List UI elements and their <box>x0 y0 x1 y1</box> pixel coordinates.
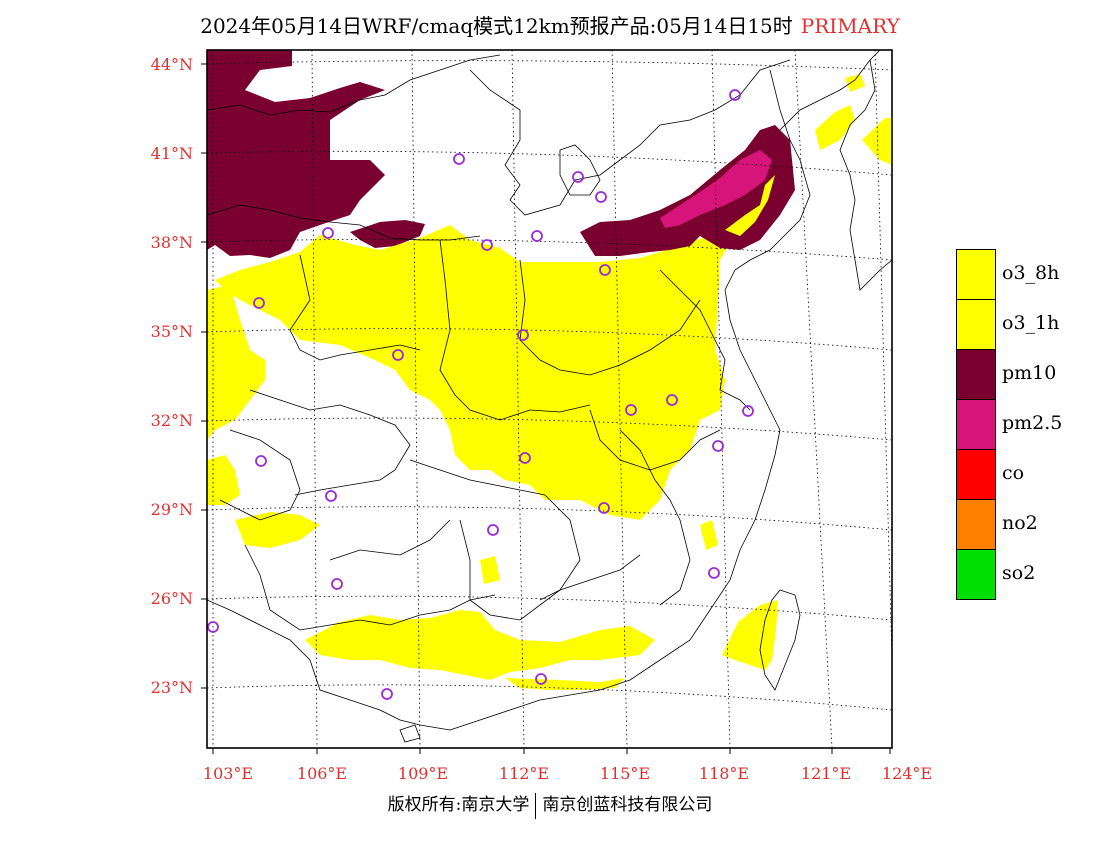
o3-region-sichuan <box>207 455 240 505</box>
pm25-region-bohai <box>660 150 772 228</box>
station-marker <box>742 405 754 417</box>
legend-swatch <box>956 549 996 600</box>
o3-region-liaodong <box>845 74 865 92</box>
o3-region-central <box>215 225 740 520</box>
station-marker <box>598 502 610 514</box>
lat-label-44: 44°N <box>150 55 193 74</box>
station-markers <box>207 89 754 700</box>
station-marker <box>572 171 584 183</box>
o3-region-taiwan <box>722 600 778 670</box>
station-marker <box>481 239 493 251</box>
lon-label-112: 112°E <box>498 764 550 783</box>
pm10-region-bohai <box>580 125 795 256</box>
legend-label: pm10 <box>1002 362 1057 384</box>
lat-label-38: 38°N <box>150 233 193 252</box>
station-marker <box>535 673 547 685</box>
station-marker <box>207 621 219 633</box>
station-marker <box>519 452 531 464</box>
legend-swatch <box>956 249 996 300</box>
station-marker <box>453 153 465 165</box>
lat-label-41: 41°N <box>150 144 193 163</box>
axis-ticks <box>201 63 891 754</box>
o3-region-northeast <box>815 105 855 150</box>
map-title: 2024年05月14日WRF/cmaq模式12km预报产品:05月14日15时 P… <box>0 10 1100 39</box>
station-marker <box>331 578 343 590</box>
station-marker <box>666 394 678 406</box>
lat-label-26: 26°N <box>150 589 193 608</box>
lat-label-29: 29°N <box>150 500 193 519</box>
legend-label: co <box>1002 462 1025 484</box>
legend-swatch <box>956 449 996 500</box>
legend-label: o3_1h <box>1002 312 1060 334</box>
legend-label: pm2.5 <box>1002 412 1063 434</box>
station-marker <box>255 455 267 467</box>
pm10-region-ordos <box>350 220 425 248</box>
copyright-footer: 版权所有:南京大学 南京创蓝科技有限公司 <box>0 790 1100 819</box>
province-boundaries <box>207 50 892 743</box>
station-marker <box>392 349 404 361</box>
o3-region-coast <box>505 678 625 690</box>
lat-label-35: 35°N <box>150 322 193 341</box>
station-marker <box>595 191 607 203</box>
legend-swatch <box>956 399 996 450</box>
lon-label-118: 118°E <box>698 764 750 783</box>
station-marker <box>531 230 543 242</box>
legend-label: no2 <box>1002 512 1038 534</box>
o3-region-guangxi <box>305 610 655 680</box>
o3-region-shandong-coast <box>725 175 775 236</box>
o3-region-far-northeast <box>862 118 892 165</box>
lat-label-23: 23°N <box>150 678 193 697</box>
lat-label-32: 32°N <box>150 411 193 430</box>
station-marker <box>487 524 499 536</box>
station-marker <box>708 567 720 579</box>
lon-label-109: 109°E <box>397 764 449 783</box>
title-text: 2024年05月14日WRF/cmaq模式12km预报产品:05月14日15时 <box>200 14 793 38</box>
footer-separator <box>535 792 537 819</box>
pm10-region-northwest <box>207 50 385 258</box>
lon-label-115: 115°E <box>599 764 651 783</box>
legend-swatch <box>956 349 996 400</box>
o3-region-hunan <box>480 556 500 584</box>
station-marker <box>729 89 741 101</box>
map-frame <box>206 49 893 749</box>
legend-label: so2 <box>1002 562 1036 584</box>
station-marker <box>599 264 611 276</box>
lon-label-103: 103°E <box>202 764 254 783</box>
legend-label: o3_8h <box>1002 262 1060 284</box>
station-marker <box>625 404 637 416</box>
o3-region-west <box>207 285 265 440</box>
station-marker <box>381 688 393 700</box>
footer-right: 南京创蓝科技有限公司 <box>542 795 713 815</box>
lon-label-124: 124°E <box>881 764 933 783</box>
lon-label-106: 106°E <box>296 764 348 783</box>
o3-region-jiangxi <box>700 520 718 550</box>
station-marker <box>325 490 337 502</box>
station-marker <box>253 297 265 309</box>
lon-label-121: 121°E <box>800 764 852 783</box>
station-marker <box>322 227 334 239</box>
legend-swatch <box>956 499 996 550</box>
legend-swatch <box>956 299 996 350</box>
o3-region-guizhou <box>235 512 320 548</box>
title-tag: PRIMARY <box>800 14 900 38</box>
footer-left: 版权所有:南京大学 <box>387 795 530 815</box>
station-marker <box>712 440 724 452</box>
station-marker <box>517 329 529 341</box>
